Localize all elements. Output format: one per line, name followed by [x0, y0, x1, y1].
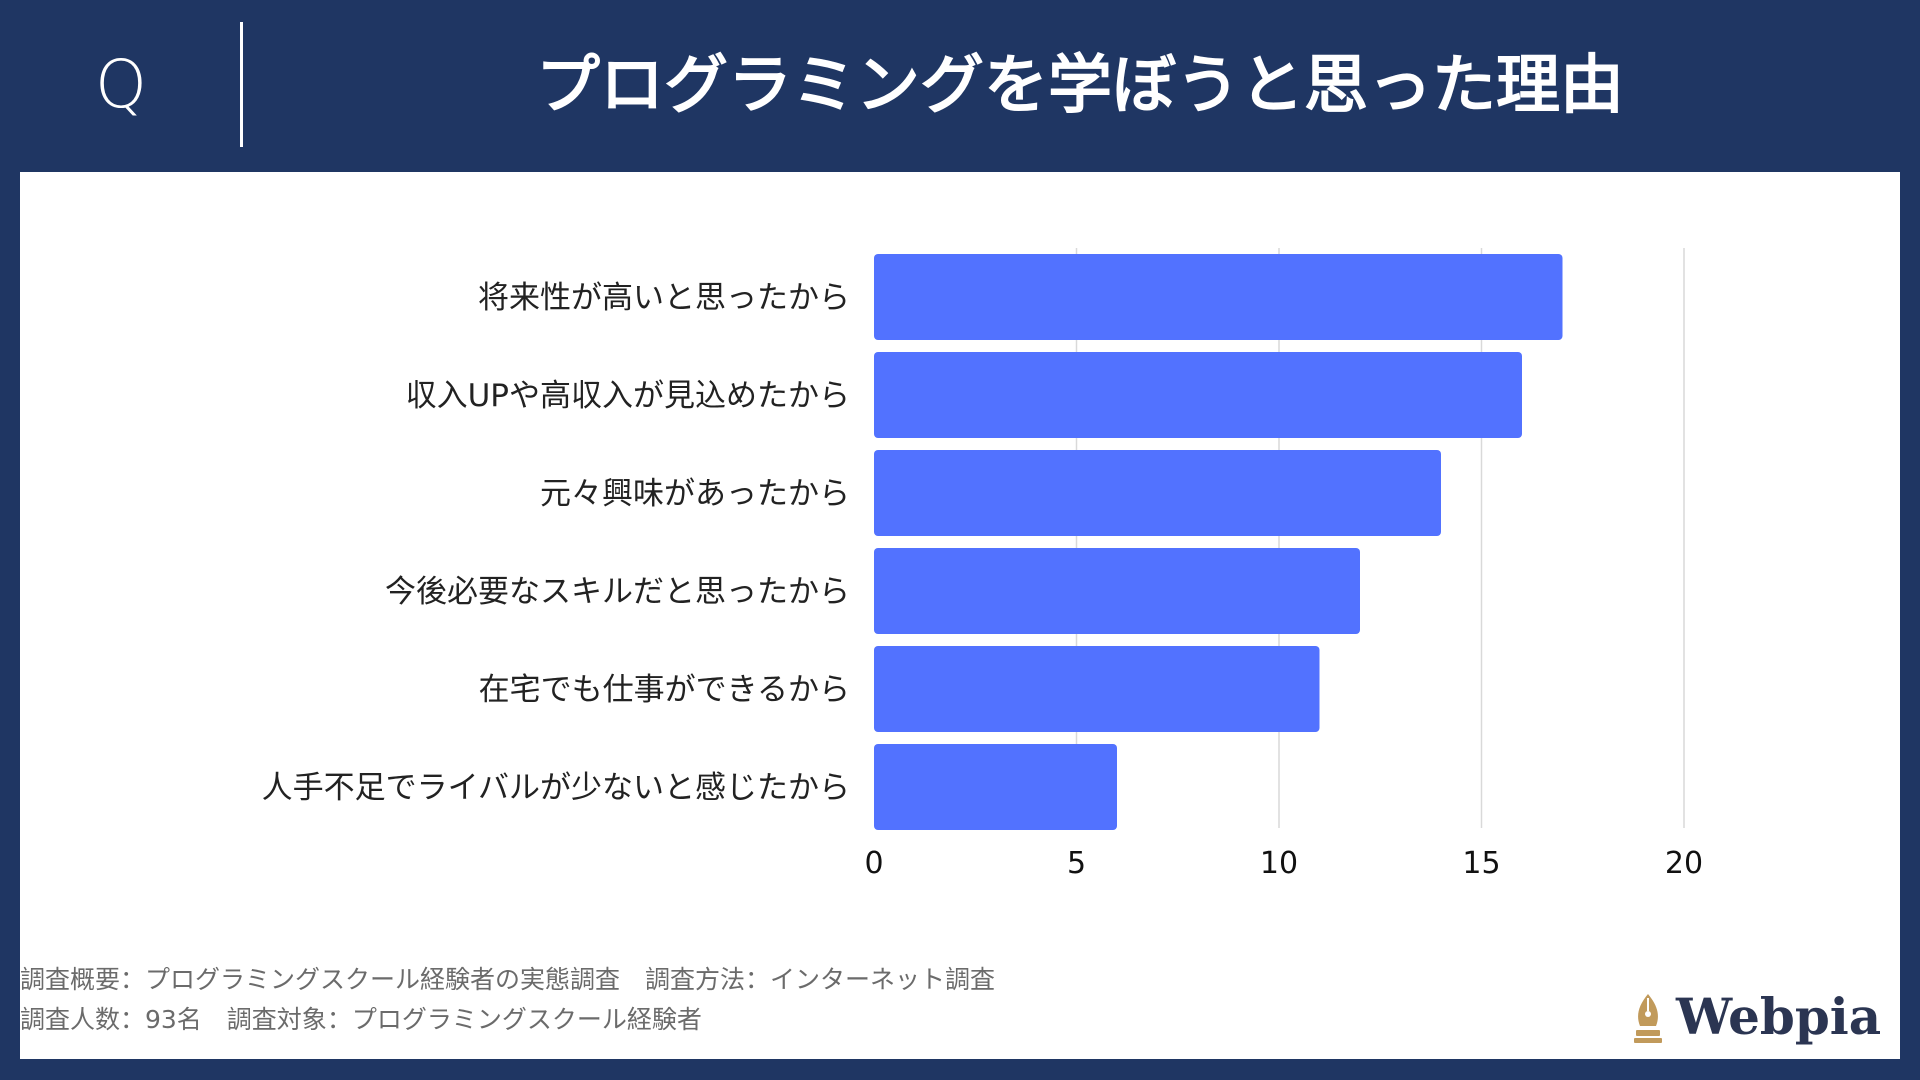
bar-3	[874, 548, 1360, 634]
header-bar: Q プログラミングを学ぼうと思った理由	[0, 0, 1920, 170]
category-label-2: 元々興味があったから	[540, 476, 850, 512]
bar-4	[874, 646, 1320, 732]
logo-text: Webpia	[1676, 987, 1882, 1046]
x-tick-label-0: 0	[864, 846, 883, 881]
x-tick-label-20: 20	[1665, 846, 1703, 881]
survey-summary-note: 調査概要：プログラミングスクール経験者の実態調査 調査方法：インターネット調査	[20, 965, 996, 994]
bar-1	[874, 352, 1522, 438]
category-label-5: 人手不足でライバルが少ないと感じたから	[262, 770, 850, 806]
category-label-3: 今後必要なスキルだと思ったから	[385, 574, 850, 610]
x-tick-label-5: 5	[1067, 846, 1086, 881]
fountain-pen-nib-icon	[1634, 994, 1662, 1043]
bar-2	[874, 450, 1441, 536]
webpia-logo: Webpia	[1628, 982, 1888, 1052]
bar-chart: 将来性が高いと思ったから収入UPや高収入が見込めたから元々興味があったから今後必…	[262, 248, 1703, 881]
header-divider	[240, 22, 243, 147]
x-tick-label-15: 15	[1462, 846, 1500, 881]
category-label-4: 在宅でも仕事ができるから	[479, 672, 850, 708]
category-label-1: 収入UPや高収入が見込めたから	[406, 378, 850, 414]
chart-panel: 将来性が高いと思ったから収入UPや高収入が見込めたから元々興味があったから今後必…	[20, 172, 1900, 1059]
bar-5	[874, 744, 1117, 830]
category-label-0: 将来性が高いと思ったから	[478, 280, 850, 316]
survey-sample-note: 調査人数：93名 調査対象：プログラミングスクール経験者	[20, 1005, 702, 1034]
chart-title: プログラミングを学ぼうと思った理由	[536, 49, 1624, 123]
x-tick-label-10: 10	[1260, 846, 1298, 881]
question-mark-label: Q	[95, 46, 147, 123]
bar-0	[874, 254, 1563, 340]
